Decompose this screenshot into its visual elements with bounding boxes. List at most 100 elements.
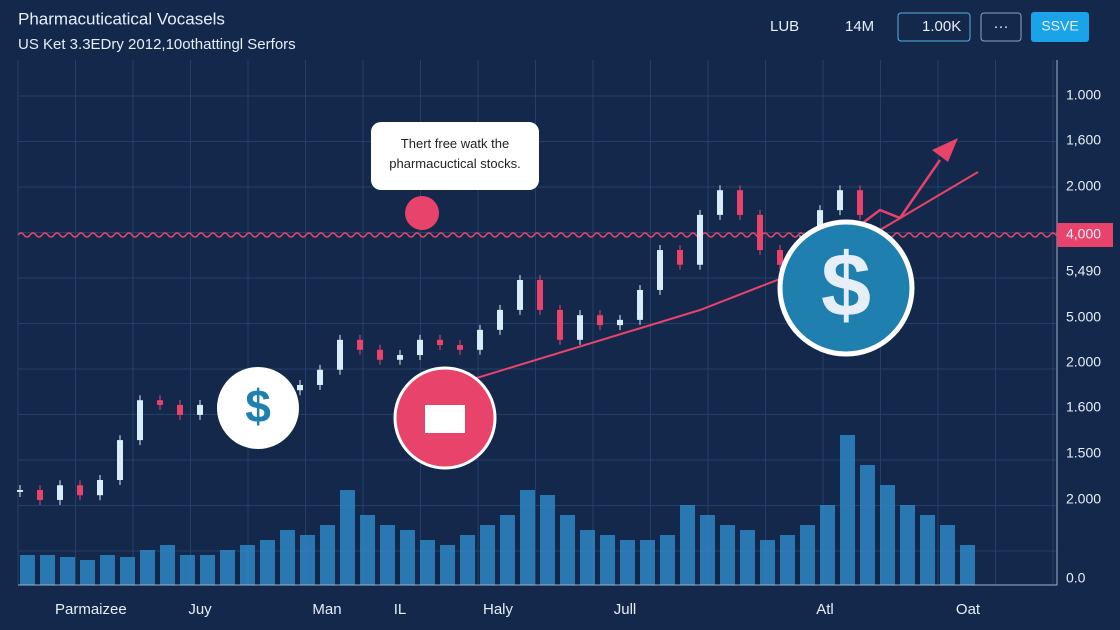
volume-bar <box>860 465 875 585</box>
candle <box>557 309 563 340</box>
volume-bar <box>360 515 375 585</box>
toolbar-item[interactable]: ··· <box>994 18 1009 35</box>
y-tick-label: 2.000 <box>1066 354 1101 370</box>
candle <box>317 369 323 385</box>
volume-bar <box>720 525 735 585</box>
candle <box>597 315 603 326</box>
volume-bar <box>940 525 955 585</box>
candle <box>717 190 723 215</box>
toolbar-item[interactable]: 1.00K <box>922 18 961 35</box>
x-tick-label: IL <box>394 601 407 618</box>
candle <box>97 480 103 496</box>
y-tick-label: 1.500 <box>1066 445 1101 461</box>
volume-bar <box>400 530 415 585</box>
subtitle: US Ket 3.3EDry 2012,10othattingl Serfors <box>18 36 296 53</box>
candle <box>177 404 183 415</box>
candle <box>617 319 623 326</box>
badge-icon: $ <box>245 380 271 432</box>
tooltip-text: Thert free watk the pharmacuctical stock… <box>389 136 521 171</box>
volume-bar <box>80 560 95 585</box>
volume-bar <box>920 515 935 585</box>
volume-bar <box>300 535 315 585</box>
volume-bar <box>820 505 835 585</box>
volume-bar <box>640 540 655 585</box>
toolbar-item[interactable]: 14M <box>845 18 874 35</box>
candle <box>657 250 663 290</box>
y-tick-label: 2.000 <box>1066 178 1101 194</box>
candle <box>37 489 43 500</box>
volume-bar <box>700 515 715 585</box>
candle <box>697 214 703 265</box>
volume-bar <box>440 545 455 585</box>
toolbar-item[interactable]: LUB <box>770 18 799 35</box>
volume-bar <box>800 525 815 585</box>
volume-bar <box>280 530 295 585</box>
y-tick-label: 1.000 <box>1066 87 1101 103</box>
volume-bar <box>760 540 775 585</box>
x-tick-label: Atl <box>816 601 834 618</box>
volume-bar <box>600 535 615 585</box>
volume-bar <box>660 535 675 585</box>
x-tick-label: Oat <box>956 601 981 618</box>
x-tick-label: Jull <box>614 601 637 618</box>
candle <box>137 400 143 441</box>
candle <box>457 345 463 350</box>
x-tick-label: Parmaizee <box>55 601 127 618</box>
volume-bar <box>960 545 975 585</box>
x-tick-label: Juy <box>188 601 212 618</box>
toolbar-box <box>980 12 1022 42</box>
volume-bar <box>900 505 915 585</box>
volume-bar <box>100 555 115 585</box>
candle <box>17 489 23 492</box>
y-tick-label: 5.000 <box>1066 309 1101 325</box>
toolbar-box <box>897 12 971 42</box>
candle <box>537 279 543 310</box>
badge-large <box>777 219 915 357</box>
volume-bar <box>740 530 755 585</box>
volume-bar <box>220 550 235 585</box>
x-tick-label: Man <box>312 601 341 618</box>
y-tick-label: 5,490 <box>1066 263 1101 279</box>
y-tick-label: 2.000 <box>1066 491 1101 507</box>
volume-bar <box>580 530 595 585</box>
candle <box>77 485 83 496</box>
volume-bar <box>20 555 35 585</box>
candle <box>157 400 163 405</box>
tooltip-wrap: Thert free watk the pharmacuctical stock… <box>389 136 521 171</box>
volume-bar <box>320 525 335 585</box>
badge <box>217 367 299 449</box>
volume-bar <box>540 495 555 585</box>
candle <box>337 339 343 370</box>
volume-bar <box>500 515 515 585</box>
candle <box>417 339 423 356</box>
volume-bar <box>60 557 75 585</box>
x-tick-label: Haly <box>483 601 514 618</box>
candle <box>57 485 63 500</box>
save-label[interactable]: SSVE <box>1041 18 1078 34</box>
volume-bar <box>340 490 355 585</box>
candle <box>397 355 403 360</box>
volume-bar <box>180 555 195 585</box>
trend-arrow <box>859 159 942 226</box>
volume-bar <box>140 550 155 585</box>
volume-bar <box>620 540 635 585</box>
y-tick-label: 4,000 <box>1066 226 1101 242</box>
volume-bar <box>880 485 895 585</box>
volume-bar <box>240 545 255 585</box>
volume-bar <box>160 545 175 585</box>
save-button[interactable] <box>1031 12 1089 42</box>
candle <box>577 315 583 340</box>
candle <box>777 250 783 265</box>
badge-icon: $ <box>821 236 871 336</box>
trend-line <box>879 171 979 231</box>
y-tick-label: 1.600 <box>1066 399 1101 415</box>
box-icon <box>425 405 465 433</box>
volume-bar <box>380 525 395 585</box>
volume-bar <box>260 540 275 585</box>
candle <box>297 384 303 391</box>
candle <box>377 349 383 360</box>
volume-bar <box>120 557 135 585</box>
volume-bar <box>680 505 695 585</box>
title: Pharmacuticatical Vocasels <box>18 9 225 28</box>
